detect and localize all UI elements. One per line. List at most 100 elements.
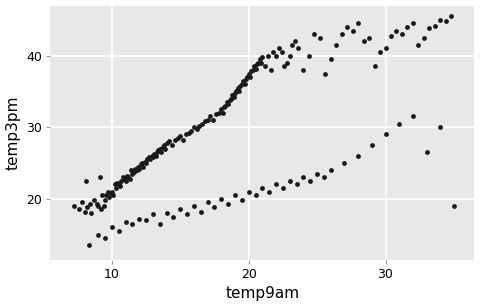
- Point: [84, 205, 91, 210]
- Point: [122, 219, 130, 224]
- Point: [226, 98, 233, 103]
- Point: [215, 111, 222, 115]
- Point: [376, 50, 384, 55]
- Point: [179, 138, 187, 142]
- Point: [161, 146, 169, 151]
- Point: [313, 171, 321, 176]
- Point: [293, 182, 300, 187]
- Point: [115, 182, 122, 187]
- Point: [127, 168, 135, 173]
- Point: [294, 46, 302, 51]
- Point: [95, 204, 102, 208]
- Point: [396, 121, 403, 126]
- Point: [338, 32, 346, 37]
- Point: [97, 207, 105, 212]
- Point: [135, 166, 143, 171]
- Point: [283, 60, 291, 65]
- Point: [111, 182, 119, 187]
- Point: [100, 204, 108, 208]
- Point: [354, 154, 362, 158]
- Point: [305, 53, 313, 58]
- Point: [300, 68, 307, 72]
- Point: [371, 64, 378, 69]
- Point: [231, 90, 239, 95]
- Point: [196, 123, 204, 128]
- Point: [256, 57, 264, 62]
- Point: [198, 121, 206, 126]
- Point: [316, 35, 324, 40]
- Point: [211, 205, 218, 210]
- Point: [275, 46, 283, 51]
- Point: [115, 228, 122, 233]
- Point: [130, 169, 138, 174]
- Point: [129, 171, 136, 176]
- Point: [242, 76, 250, 81]
- Point: [87, 211, 95, 216]
- Point: [252, 193, 259, 198]
- Point: [153, 150, 161, 155]
- Point: [182, 132, 190, 137]
- Point: [183, 212, 191, 217]
- Point: [245, 189, 252, 194]
- Point: [311, 32, 318, 37]
- Point: [98, 193, 106, 198]
- Point: [354, 21, 362, 26]
- Point: [149, 155, 157, 160]
- Point: [240, 78, 247, 83]
- Point: [119, 175, 127, 180]
- Point: [450, 204, 458, 208]
- Point: [212, 112, 220, 117]
- Point: [436, 17, 444, 22]
- Point: [163, 141, 170, 146]
- Point: [149, 212, 157, 217]
- Point: [447, 14, 455, 19]
- Point: [246, 75, 254, 80]
- Point: [90, 198, 98, 203]
- Point: [129, 221, 136, 226]
- Point: [222, 103, 229, 108]
- Point: [146, 157, 154, 162]
- Point: [171, 138, 179, 142]
- Point: [142, 161, 150, 165]
- Point: [327, 168, 335, 173]
- Point: [398, 32, 406, 37]
- Point: [279, 185, 287, 190]
- Point: [249, 68, 257, 72]
- Point: [425, 26, 433, 31]
- Point: [341, 161, 348, 165]
- Point: [238, 198, 246, 203]
- Point: [140, 164, 147, 169]
- Point: [231, 193, 239, 198]
- Point: [322, 71, 329, 76]
- Point: [257, 60, 265, 65]
- Point: [204, 118, 212, 122]
- Point: [201, 119, 209, 124]
- Point: [193, 126, 201, 131]
- Point: [109, 193, 117, 198]
- Point: [206, 114, 214, 119]
- Point: [234, 85, 241, 90]
- Point: [85, 243, 93, 248]
- Point: [360, 39, 368, 44]
- Point: [235, 89, 243, 94]
- Point: [209, 118, 217, 122]
- Point: [237, 83, 244, 88]
- Point: [286, 178, 294, 183]
- Point: [227, 96, 235, 101]
- Point: [78, 200, 85, 205]
- Point: [223, 100, 231, 105]
- Point: [103, 193, 110, 198]
- Point: [101, 236, 109, 241]
- Point: [300, 175, 307, 180]
- Point: [163, 211, 170, 216]
- Point: [86, 202, 94, 207]
- Point: [286, 53, 294, 58]
- Point: [259, 185, 266, 190]
- Point: [409, 114, 417, 119]
- Point: [238, 82, 246, 87]
- Point: [420, 35, 428, 40]
- Point: [333, 42, 340, 47]
- Point: [96, 175, 103, 180]
- Point: [190, 204, 198, 208]
- Point: [157, 150, 165, 155]
